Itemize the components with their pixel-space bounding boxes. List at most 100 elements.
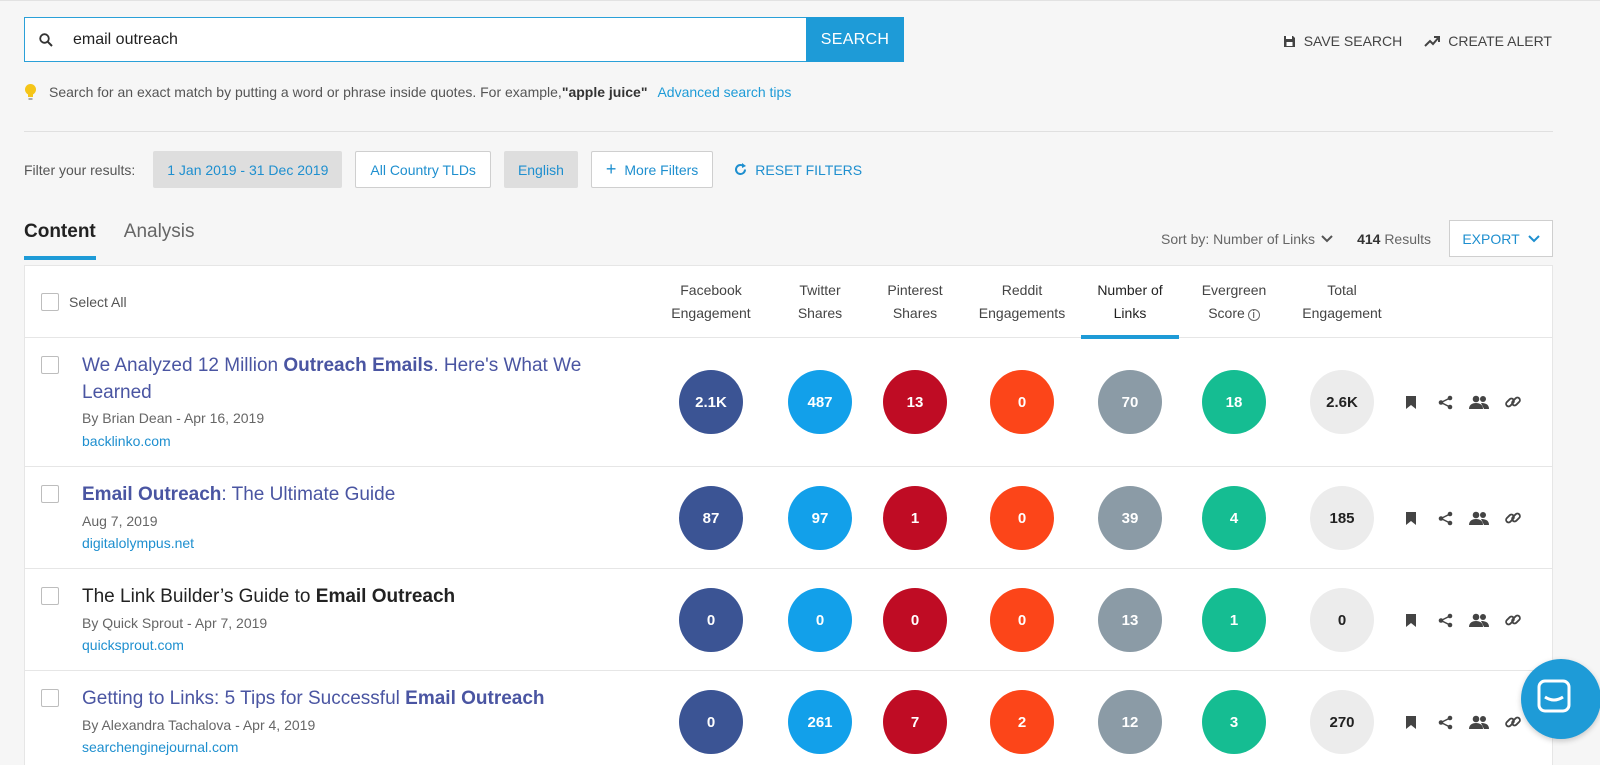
number-of-links-value[interactable]: 13: [1098, 588, 1162, 652]
reddit-engagements-value[interactable]: 0: [990, 370, 1054, 434]
create-alert-button[interactable]: CREATE ALERT: [1424, 33, 1552, 49]
link-icon[interactable]: [1503, 508, 1523, 528]
link-icon[interactable]: [1503, 610, 1523, 630]
users-icon[interactable]: [1469, 508, 1489, 528]
column-evergreen-score[interactable]: Evergreen Score i: [1185, 266, 1283, 338]
pinterest-shares-value[interactable]: 1: [883, 486, 947, 550]
chat-icon[interactable]: [1521, 659, 1600, 739]
column-twitter-shares[interactable]: Twitter Shares: [771, 266, 869, 338]
save-search-button[interactable]: SAVE SEARCH: [1283, 33, 1402, 49]
more-filters-button[interactable]: + More Filters: [590, 151, 714, 188]
number-of-links-value[interactable]: 39: [1098, 486, 1162, 550]
reddit-engagements-value[interactable]: 0: [990, 486, 1054, 550]
tab-analysis[interactable]: Analysis: [123, 221, 195, 242]
search-field[interactable]: [24, 17, 806, 62]
filter-label: Filter your results:: [24, 161, 136, 178]
total-engagement-value[interactable]: 270: [1310, 690, 1374, 754]
users-icon[interactable]: [1469, 610, 1489, 630]
share-icon[interactable]: [1435, 392, 1455, 412]
column-reddit-engagements[interactable]: Reddit Engagements: [973, 266, 1071, 338]
article-domain[interactable]: searchenginejournal.com: [82, 739, 239, 755]
col-label: Engagements: [978, 305, 1066, 321]
table-row: We Analyzed 12 Million Outreach Emails. …: [25, 338, 1552, 467]
reddit-engagements-value[interactable]: 0: [990, 588, 1054, 652]
article-title[interactable]: Email Outreach: The Ultimate Guide: [82, 481, 612, 508]
tab-content[interactable]: Content: [24, 221, 96, 260]
language-filter[interactable]: English: [503, 151, 578, 188]
users-icon[interactable]: [1469, 712, 1489, 732]
reset-filters-button[interactable]: RESET FILTERS: [734, 162, 862, 178]
row-checkbox[interactable]: [41, 587, 59, 605]
row-checkbox[interactable]: [41, 356, 59, 374]
select-all-checkbox[interactable]: [41, 293, 59, 311]
title-text: The Link Builder’s Guide to: [82, 586, 316, 607]
export-button[interactable]: EXPORT: [1449, 220, 1553, 257]
column-pinterest-shares[interactable]: Pinterest Shares: [866, 266, 964, 338]
row-checkbox[interactable]: [41, 485, 59, 503]
article-title[interactable]: The Link Builder’s Guide to Email Outrea…: [82, 583, 612, 610]
title-highlight: Email Outreach: [315, 586, 456, 607]
link-icon[interactable]: [1503, 712, 1523, 732]
article-title[interactable]: We Analyzed 12 Million Outreach Emails. …: [82, 352, 612, 406]
twitter-shares-value[interactable]: 97: [788, 486, 852, 550]
share-icon[interactable]: [1435, 610, 1455, 630]
twitter-shares-value[interactable]: 261: [788, 690, 852, 754]
date-range-filter[interactable]: 1 Jan 2019 - 31 Dec 2019: [153, 151, 343, 188]
search-button[interactable]: SEARCH: [806, 17, 904, 62]
reddit-engagements-value[interactable]: 2: [990, 690, 1054, 754]
trending-up-icon: [1424, 36, 1441, 47]
article-domain[interactable]: quicksprout.com: [82, 637, 184, 653]
article-meta: Aug 7, 2019: [82, 513, 158, 529]
search-icon: [39, 32, 53, 47]
bookmark-icon[interactable]: [1401, 610, 1421, 630]
column-number-of-links[interactable]: Number of Links: [1081, 266, 1179, 339]
total-engagement-value[interactable]: 0: [1310, 588, 1374, 652]
refresh-icon: [735, 163, 747, 175]
table-header: Select All Facebook Engagement Twitter Sha…: [25, 266, 1552, 339]
col-label: Links: [1113, 305, 1147, 321]
number-of-links-value[interactable]: 70: [1098, 370, 1162, 434]
pinterest-shares-value[interactable]: 0: [883, 588, 947, 652]
evergreen-score-value[interactable]: 1: [1202, 588, 1266, 652]
article-domain[interactable]: backlinko.com: [82, 433, 171, 449]
top-actions: SAVE SEARCH CREATE ALERT: [1283, 33, 1552, 49]
evergreen-score-value[interactable]: 4: [1202, 486, 1266, 550]
table-row: Email Outreach: The Ultimate Guide Aug 7…: [25, 467, 1552, 569]
twitter-shares-value[interactable]: 487: [788, 370, 852, 434]
country-filter[interactable]: All Country TLDs: [355, 151, 491, 188]
col-label: Evergreen: [1201, 282, 1267, 298]
column-total-engagement[interactable]: Total Engagement: [1293, 266, 1391, 338]
search-input[interactable]: [73, 30, 806, 49]
article-title[interactable]: Getting to Links: 5 Tips for Successful …: [82, 685, 612, 712]
facebook-engagement-value[interactable]: 0: [679, 690, 743, 754]
advanced-search-tips-link[interactable]: Advanced search tips: [657, 84, 792, 100]
total-engagement-value[interactable]: 185: [1310, 486, 1374, 550]
more-filters-label: More Filters: [624, 161, 699, 178]
users-icon[interactable]: [1469, 392, 1489, 412]
facebook-engagement-value[interactable]: 87: [679, 486, 743, 550]
search-bar: SEARCH: [24, 17, 904, 62]
twitter-shares-value[interactable]: 0: [788, 588, 852, 652]
evergreen-score-value[interactable]: 18: [1202, 370, 1266, 434]
sort-dropdown[interactable]: Sort by: Number of Links: [1161, 231, 1333, 247]
total-engagement-value[interactable]: 2.6K: [1310, 370, 1374, 434]
facebook-engagement-value[interactable]: 2.1K: [679, 370, 743, 434]
title-text: . Here's What We Learned: [82, 355, 582, 403]
pinterest-shares-value[interactable]: 7: [883, 690, 947, 754]
pinterest-shares-value[interactable]: 13: [883, 370, 947, 434]
number-of-links-value[interactable]: 12: [1098, 690, 1162, 754]
evergreen-score-value[interactable]: 3: [1202, 690, 1266, 754]
link-icon[interactable]: [1503, 392, 1523, 412]
share-icon[interactable]: [1435, 712, 1455, 732]
col-label: Shares: [797, 305, 843, 321]
bookmark-icon[interactable]: [1401, 712, 1421, 732]
bookmark-icon[interactable]: [1401, 392, 1421, 412]
facebook-engagement-value[interactable]: 0: [679, 588, 743, 652]
share-icon[interactable]: [1435, 508, 1455, 528]
article-domain[interactable]: digitalolympus.net: [82, 535, 195, 551]
column-facebook-engagement[interactable]: Facebook Engagement: [662, 266, 760, 338]
row-checkbox[interactable]: [41, 689, 59, 707]
select-all[interactable]: Select All: [41, 293, 127, 311]
info-icon[interactable]: i: [1247, 309, 1260, 321]
bookmark-icon[interactable]: [1401, 508, 1421, 528]
